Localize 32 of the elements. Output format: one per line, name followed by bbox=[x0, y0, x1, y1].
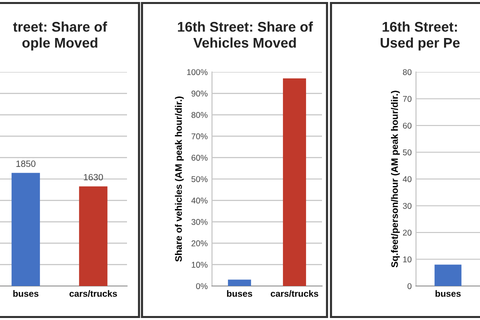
y-tick-label: 30% bbox=[191, 219, 208, 225]
y-axis-title: Sq.feet/person/hour (AM peak hour/dir.) bbox=[390, 90, 400, 268]
y-tick-label: 80 bbox=[402, 69, 412, 76]
y-tick-label: 20 bbox=[402, 230, 412, 236]
y-tick-label: 30 bbox=[402, 202, 412, 209]
y-tick-label: 90% bbox=[192, 90, 208, 96]
y-tick-label: 80% bbox=[192, 112, 208, 118]
y-tick-label: 0 bbox=[408, 283, 412, 290]
y-tick-label: 50% bbox=[191, 176, 208, 182]
chart-title: 16th Street: Share of Vehicles Moved bbox=[178, 22, 313, 48]
y-tick-label: 10 bbox=[403, 256, 412, 262]
x-tick-label: cars/trucks bbox=[270, 290, 318, 297]
y-tick-label: 70 bbox=[402, 96, 412, 102]
y-tick-label: 60 bbox=[402, 122, 412, 129]
chart-title: 16th Street: Used per Pe bbox=[380, 22, 460, 50]
y-tick-label: 10% bbox=[192, 262, 208, 268]
chart-title: treet: Share of ople Moved bbox=[13, 22, 108, 50]
y-tick-label: 60% bbox=[192, 154, 208, 161]
x-tick-label: buses bbox=[436, 290, 461, 297]
data-label: 1850 bbox=[16, 160, 36, 167]
y-tick-label: 0% bbox=[196, 283, 208, 290]
y-tick-label: 70% bbox=[192, 133, 208, 140]
y-tick-label: 50 bbox=[402, 149, 412, 156]
y-tick-label: 100% bbox=[187, 69, 208, 76]
y-tick-label: 20% bbox=[192, 240, 208, 246]
x-tick-label: buses bbox=[13, 290, 38, 297]
x-tick-label: buses bbox=[227, 290, 252, 297]
y-tick-label: 40 bbox=[402, 176, 412, 182]
y-axis-title: Share of vehicles (AM peak hour/dir.) bbox=[174, 96, 184, 262]
x-tick-label: cars/trucks bbox=[70, 290, 117, 297]
y-tick-label: 40% bbox=[191, 198, 208, 204]
data-label: 1630 bbox=[84, 174, 103, 180]
